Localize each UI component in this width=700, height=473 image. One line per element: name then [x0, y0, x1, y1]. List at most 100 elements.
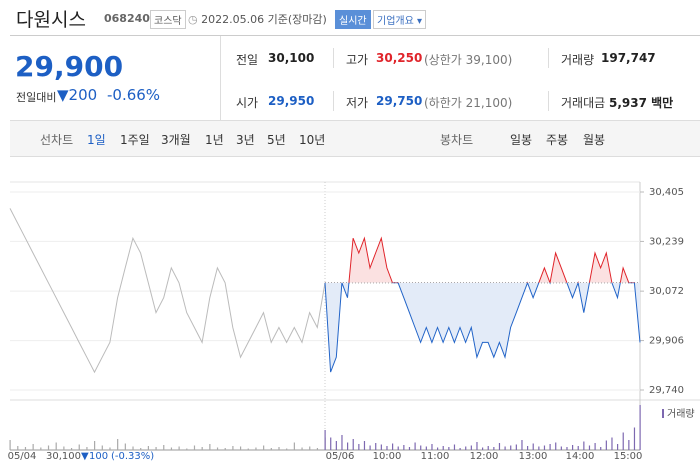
divider: [548, 48, 549, 68]
volume-bar: [155, 447, 157, 450]
y-tick-label: 29,740: [649, 385, 684, 396]
tab[interactable]: 3년: [236, 133, 255, 147]
chart: 30,405 30,239 30,072 29,906 29,740 거래량 05/04 05…: [8, 181, 700, 462]
date-text: 2022.05.06 기준(장마감): [201, 13, 327, 26]
volume-bar: [247, 448, 249, 450]
volume-bar: [577, 446, 579, 450]
volume-bar: [442, 446, 444, 450]
legend-pct: (-0.33%): [111, 451, 154, 462]
change-label: 전일대비: [16, 91, 57, 104]
volume-bar: [617, 444, 619, 450]
volume-bar: [498, 443, 501, 450]
volume-bar: [86, 447, 88, 450]
volume-bar: [335, 441, 337, 450]
tab-bar: [10, 120, 700, 157]
y-tick-label: 29,906: [649, 336, 684, 347]
volume-bar: [510, 445, 512, 450]
volume-bar: [347, 442, 349, 450]
volume-bar: [408, 447, 411, 450]
volume-bar: [286, 448, 288, 450]
volume-bar: [224, 448, 226, 450]
volume-bar: [309, 446, 311, 450]
volume-bar: [70, 448, 73, 450]
volume-bar: [639, 405, 641, 450]
divider: [10, 35, 700, 36]
price-line: [9, 208, 326, 374]
divider: [333, 91, 334, 111]
current-price: 29,900: [15, 50, 124, 83]
volume-bar: [572, 445, 574, 450]
volume-bar: [549, 444, 551, 450]
volume-bar: [431, 444, 433, 450]
volume-bar: [437, 447, 439, 450]
volume-bar: [420, 445, 422, 450]
volume-bar: [633, 427, 636, 450]
change: ▼200: [57, 86, 98, 104]
stat-value: 29,750: [376, 94, 423, 108]
volume-bar: [594, 443, 596, 450]
volume-bar: [330, 437, 332, 450]
x-tick-label: 12:00: [470, 451, 499, 462]
volume-bar: [109, 447, 111, 450]
x-tick-label: 05/04: [8, 451, 37, 462]
company-label[interactable]: 기업개요: [377, 16, 414, 27]
stat-label: 시가: [236, 96, 259, 110]
tab[interactable]: 주봉: [546, 133, 569, 147]
divider: [548, 91, 549, 111]
stat-extra: (하한가 21,100): [424, 96, 513, 110]
legend-change: 100: [89, 451, 108, 462]
tab[interactable]: 3개월: [161, 133, 191, 147]
volume-bar: [278, 447, 280, 450]
volume-bar: [170, 447, 173, 450]
divider: [220, 36, 221, 120]
x-tick-label: 14:00: [566, 451, 595, 462]
tab[interactable]: 10년: [299, 133, 326, 147]
realtime-button[interactable]: 실시간: [335, 10, 371, 29]
tab[interactable]: 1주일: [120, 133, 150, 147]
volume-bar: [124, 443, 126, 450]
volume-bar: [504, 446, 506, 450]
x-tick-label: 05/06: [326, 451, 355, 462]
volume-bar: [255, 447, 257, 450]
volume-bar: [392, 443, 394, 450]
volume-bar: [476, 442, 478, 450]
change-value: 200: [68, 86, 98, 104]
volume-bar: [538, 446, 540, 450]
tab[interactable]: 5년: [267, 133, 286, 147]
volume-bar: [521, 440, 523, 450]
volume-bar: [341, 435, 343, 450]
stat-value: 197,747: [601, 51, 656, 65]
change-pct: -0.66%: [107, 86, 161, 104]
volume-bar: [163, 445, 165, 450]
legend-close: 30,100: [46, 451, 81, 462]
price-area-up: [325, 238, 640, 283]
stock-name[interactable]: 다원시스: [16, 9, 86, 31]
volume-bar: [216, 447, 219, 450]
x-tick-label: 13:00: [519, 451, 548, 462]
stat-value: 30,100: [268, 51, 315, 65]
volume-bar: [47, 445, 50, 450]
volume-bar: [453, 444, 456, 450]
volume-bar: [94, 441, 96, 450]
volume-bar: [316, 448, 319, 450]
volume-bar: [101, 445, 103, 450]
tab[interactable]: 월봉: [583, 133, 606, 147]
volume-bar: [605, 440, 607, 450]
volume-bar: [178, 446, 180, 450]
volume-bar: [543, 445, 546, 450]
volume-bar: [465, 446, 467, 450]
stock-code: 068240: [104, 12, 150, 25]
tab[interactable]: 1년: [205, 133, 224, 147]
tab[interactable]: 일봉: [510, 133, 533, 147]
company-dropdown[interactable]: 기업개요 ▾: [373, 10, 427, 29]
legend-arrow: ▼: [81, 451, 89, 462]
volume-bar: [147, 446, 149, 450]
volume-bar: [566, 447, 568, 450]
tab[interactable]: 1일: [87, 133, 106, 147]
price-area-down: [325, 282, 640, 373]
volume-bar: [425, 446, 427, 450]
volume-bar: [493, 447, 495, 450]
volume-bar: [397, 446, 399, 450]
volume-bar: [270, 448, 272, 450]
volume-bar: [209, 444, 211, 450]
